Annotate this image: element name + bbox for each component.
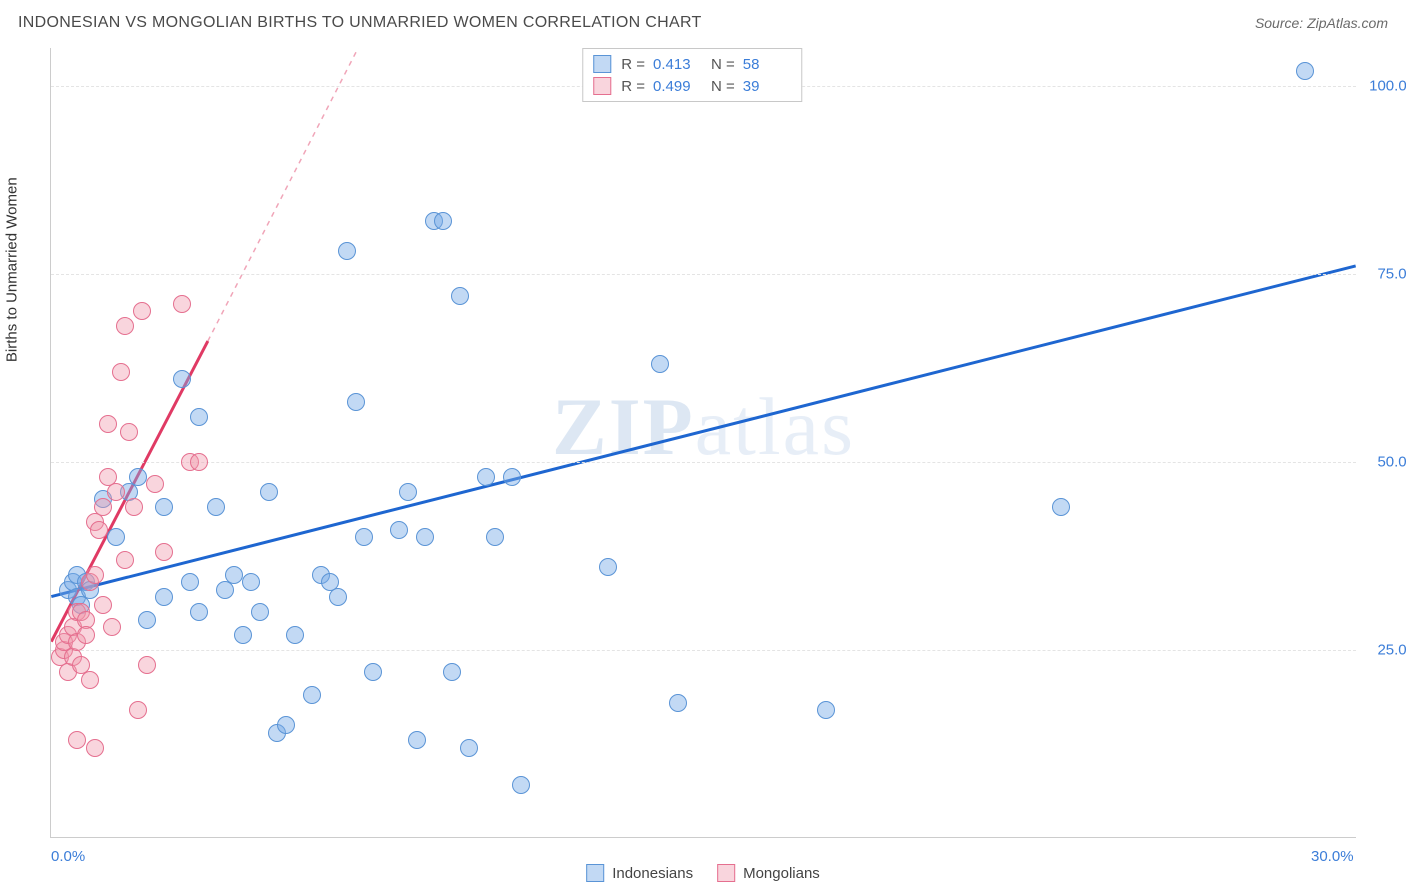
chart-title: INDONESIAN VS MONGOLIAN BIRTHS TO UNMARR… xyxy=(18,14,702,32)
legend-item-mongolians: Mongolians xyxy=(717,864,820,882)
stats-row-indonesians: R = 0.413 N = 58 xyxy=(593,53,791,75)
x-tick-label: 0.0% xyxy=(51,848,85,865)
correlation-stats-box: R = 0.413 N = 58 R = 0.499 N = 39 xyxy=(582,48,802,102)
data-point xyxy=(486,528,504,546)
data-point xyxy=(599,558,617,576)
data-point xyxy=(234,626,252,644)
chart-source: Source: ZipAtlas.com xyxy=(1255,15,1388,31)
data-point xyxy=(251,603,269,621)
data-point xyxy=(338,242,356,260)
data-point xyxy=(94,596,112,614)
gridline xyxy=(51,274,1356,275)
data-point xyxy=(434,212,452,230)
swatch-icon xyxy=(593,77,611,95)
data-point xyxy=(155,498,173,516)
data-point xyxy=(116,317,134,335)
data-point xyxy=(390,521,408,539)
data-point xyxy=(512,776,530,794)
trend-lines-layer xyxy=(51,48,1356,837)
legend-item-indonesians: Indonesians xyxy=(586,864,693,882)
data-point xyxy=(146,475,164,493)
data-point xyxy=(416,528,434,546)
data-point xyxy=(173,370,191,388)
data-point xyxy=(181,573,199,591)
data-point xyxy=(399,483,417,501)
data-point xyxy=(68,731,86,749)
data-point xyxy=(125,498,143,516)
plot-area: ZIPatlas 25.0%50.0%75.0%100.0%0.0%30.0% xyxy=(50,48,1356,838)
swatch-icon xyxy=(586,864,604,882)
data-point xyxy=(129,468,147,486)
data-point xyxy=(451,287,469,305)
data-point xyxy=(103,618,121,636)
watermark: ZIPatlas xyxy=(552,380,855,474)
data-point xyxy=(477,468,495,486)
y-tick-label: 100.0% xyxy=(1369,77,1406,94)
r-value: 0.499 xyxy=(653,78,701,95)
data-point xyxy=(94,498,112,516)
data-point xyxy=(364,663,382,681)
data-point xyxy=(355,528,373,546)
data-point xyxy=(408,731,426,749)
data-point xyxy=(133,302,151,320)
data-point xyxy=(260,483,278,501)
data-point xyxy=(669,694,687,712)
data-point xyxy=(155,588,173,606)
y-tick-label: 25.0% xyxy=(1377,641,1406,658)
data-point xyxy=(155,543,173,561)
n-value: 39 xyxy=(743,78,791,95)
r-value: 0.413 xyxy=(653,56,701,73)
data-point xyxy=(99,415,117,433)
data-point xyxy=(120,423,138,441)
data-point xyxy=(225,566,243,584)
chart-header: INDONESIAN VS MONGOLIAN BIRTHS TO UNMARR… xyxy=(18,14,1388,32)
data-point xyxy=(81,671,99,689)
n-value: 58 xyxy=(743,56,791,73)
data-point xyxy=(303,686,321,704)
data-point xyxy=(116,551,134,569)
data-point xyxy=(90,521,108,539)
data-point xyxy=(77,626,95,644)
data-point xyxy=(207,498,225,516)
data-point xyxy=(1296,62,1314,80)
swatch-icon xyxy=(593,55,611,73)
data-point xyxy=(138,656,156,674)
y-axis-label: Births to Unmarried Women xyxy=(4,177,21,362)
data-point xyxy=(503,468,521,486)
data-point xyxy=(329,588,347,606)
gridline xyxy=(51,462,1356,463)
legend: Indonesians Mongolians xyxy=(586,864,820,882)
y-tick-label: 75.0% xyxy=(1377,265,1406,282)
data-point xyxy=(190,603,208,621)
gridline xyxy=(51,650,1356,651)
y-tick-label: 50.0% xyxy=(1377,453,1406,470)
stats-row-mongolians: R = 0.499 N = 39 xyxy=(593,75,791,97)
data-point xyxy=(107,483,125,501)
data-point xyxy=(107,528,125,546)
data-point xyxy=(460,739,478,757)
data-point xyxy=(138,611,156,629)
data-point xyxy=(112,363,130,381)
data-point xyxy=(86,739,104,757)
data-point xyxy=(190,453,208,471)
data-point xyxy=(129,701,147,719)
data-point xyxy=(1052,498,1070,516)
data-point xyxy=(347,393,365,411)
data-point xyxy=(173,295,191,313)
data-point xyxy=(651,355,669,373)
data-point xyxy=(190,408,208,426)
data-point xyxy=(86,566,104,584)
data-point xyxy=(286,626,304,644)
swatch-icon xyxy=(717,864,735,882)
data-point xyxy=(242,573,260,591)
x-tick-label: 30.0% xyxy=(1311,848,1354,865)
data-point xyxy=(443,663,461,681)
data-point xyxy=(277,716,295,734)
data-point xyxy=(817,701,835,719)
